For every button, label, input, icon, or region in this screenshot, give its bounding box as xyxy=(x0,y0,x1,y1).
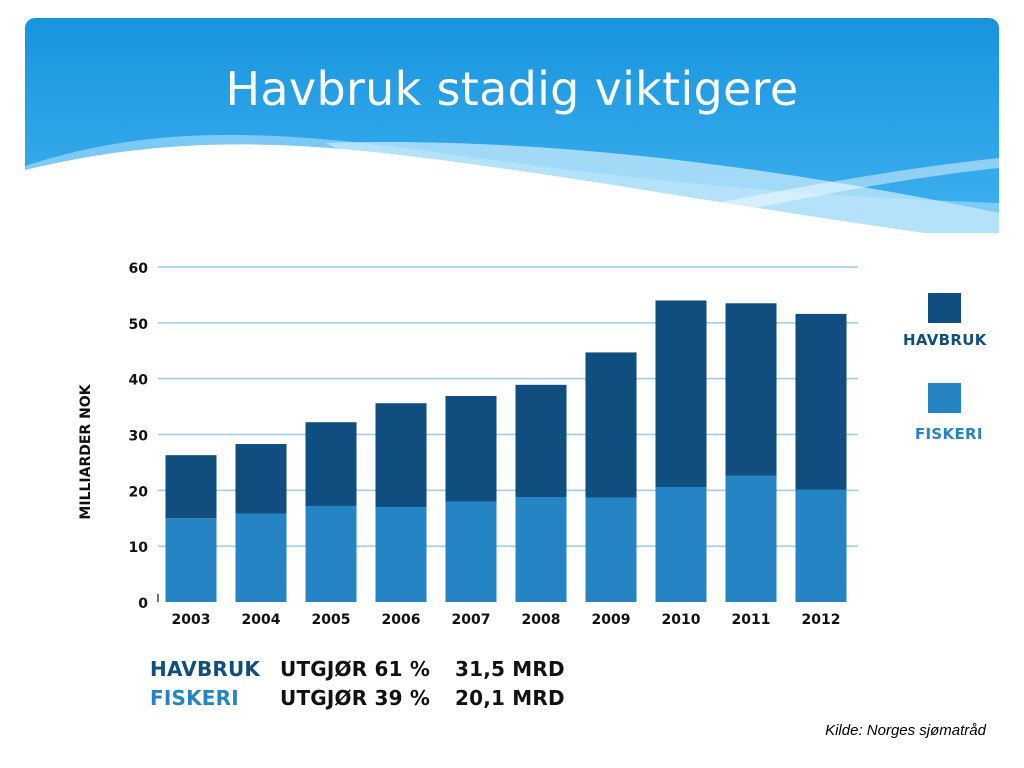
bar-fiskeri-2009 xyxy=(585,497,637,602)
title-banner xyxy=(25,18,999,233)
bar-fiskeri-2011 xyxy=(725,475,777,602)
x-tick-label-2003: 2003 xyxy=(172,612,211,628)
x-tick-label-2010: 2010 xyxy=(662,612,701,628)
bar-havbruk-2011 xyxy=(725,303,777,476)
x-tick-label-2006: 2006 xyxy=(382,612,421,628)
bar-havbruk-2009 xyxy=(585,352,637,498)
x-tick-label-2005: 2005 xyxy=(312,612,351,628)
summary-share-fiskeri: UTGJØR 39 % xyxy=(280,686,431,710)
x-tick-label-2011: 2011 xyxy=(732,612,771,628)
x-tick-label-2007: 2007 xyxy=(452,612,491,628)
bar-fiskeri-2007 xyxy=(445,501,497,602)
x-tick-label-2009: 2009 xyxy=(592,612,631,628)
bar-fiskeri-2003 xyxy=(165,518,217,602)
y-tick-label-40: 40 xyxy=(129,373,149,389)
banner-background xyxy=(25,18,999,233)
legend-label-fiskeri: FISKERI xyxy=(915,425,983,443)
bar-fiskeri-2005 xyxy=(305,505,357,602)
bar-havbruk-2005 xyxy=(305,422,357,506)
bar-havbruk-2012 xyxy=(795,313,847,490)
summary-name-fiskeri: FISKERI xyxy=(150,686,239,710)
y-axis-label: MILLIARDER NOK xyxy=(78,383,94,519)
bar-fiskeri-2012 xyxy=(795,489,847,602)
y-tick-label-60: 60 xyxy=(129,261,149,277)
bar-fiskeri-2008 xyxy=(515,497,567,602)
bar-havbruk-2006 xyxy=(375,403,427,508)
x-tick-label-2012: 2012 xyxy=(802,612,841,628)
x-tick-label-2004: 2004 xyxy=(242,612,281,628)
source-note: Kilde: Norges sjømatråd xyxy=(825,722,986,739)
x-tick-label-2008: 2008 xyxy=(522,612,561,628)
legend-swatch-fiskeri xyxy=(928,383,961,413)
y-tick-label-10: 10 xyxy=(129,540,149,556)
summary-share-havbruk: UTGJØR 61 % xyxy=(280,657,431,681)
summary-amount-havbruk: 31,5 MRD xyxy=(455,657,565,681)
bar-havbruk-2007 xyxy=(445,395,497,502)
summary-name-havbruk: HAVBRUK xyxy=(150,657,261,681)
bar-fiskeri-2004 xyxy=(235,513,287,602)
legend-label-havbruk: HAVBRUK xyxy=(903,331,987,349)
y-tick-label-0: 0 xyxy=(138,596,148,612)
bar-fiskeri-2006 xyxy=(375,507,427,602)
y-tick-label-30: 30 xyxy=(129,429,149,445)
bar-fiskeri-2010 xyxy=(655,486,707,602)
legend-swatch-havbruk xyxy=(928,293,961,323)
y-tick-label-20: 20 xyxy=(129,484,149,500)
bar-havbruk-2008 xyxy=(515,384,567,498)
bar-havbruk-2003 xyxy=(165,455,217,519)
summary-amount-fiskeri: 20,1 MRD xyxy=(455,686,565,710)
page-title: Havbruk stadig viktigere xyxy=(225,62,799,116)
bar-havbruk-2004 xyxy=(235,443,287,514)
bar-havbruk-2010 xyxy=(655,300,707,487)
y-tick-label-50: 50 xyxy=(129,317,149,333)
